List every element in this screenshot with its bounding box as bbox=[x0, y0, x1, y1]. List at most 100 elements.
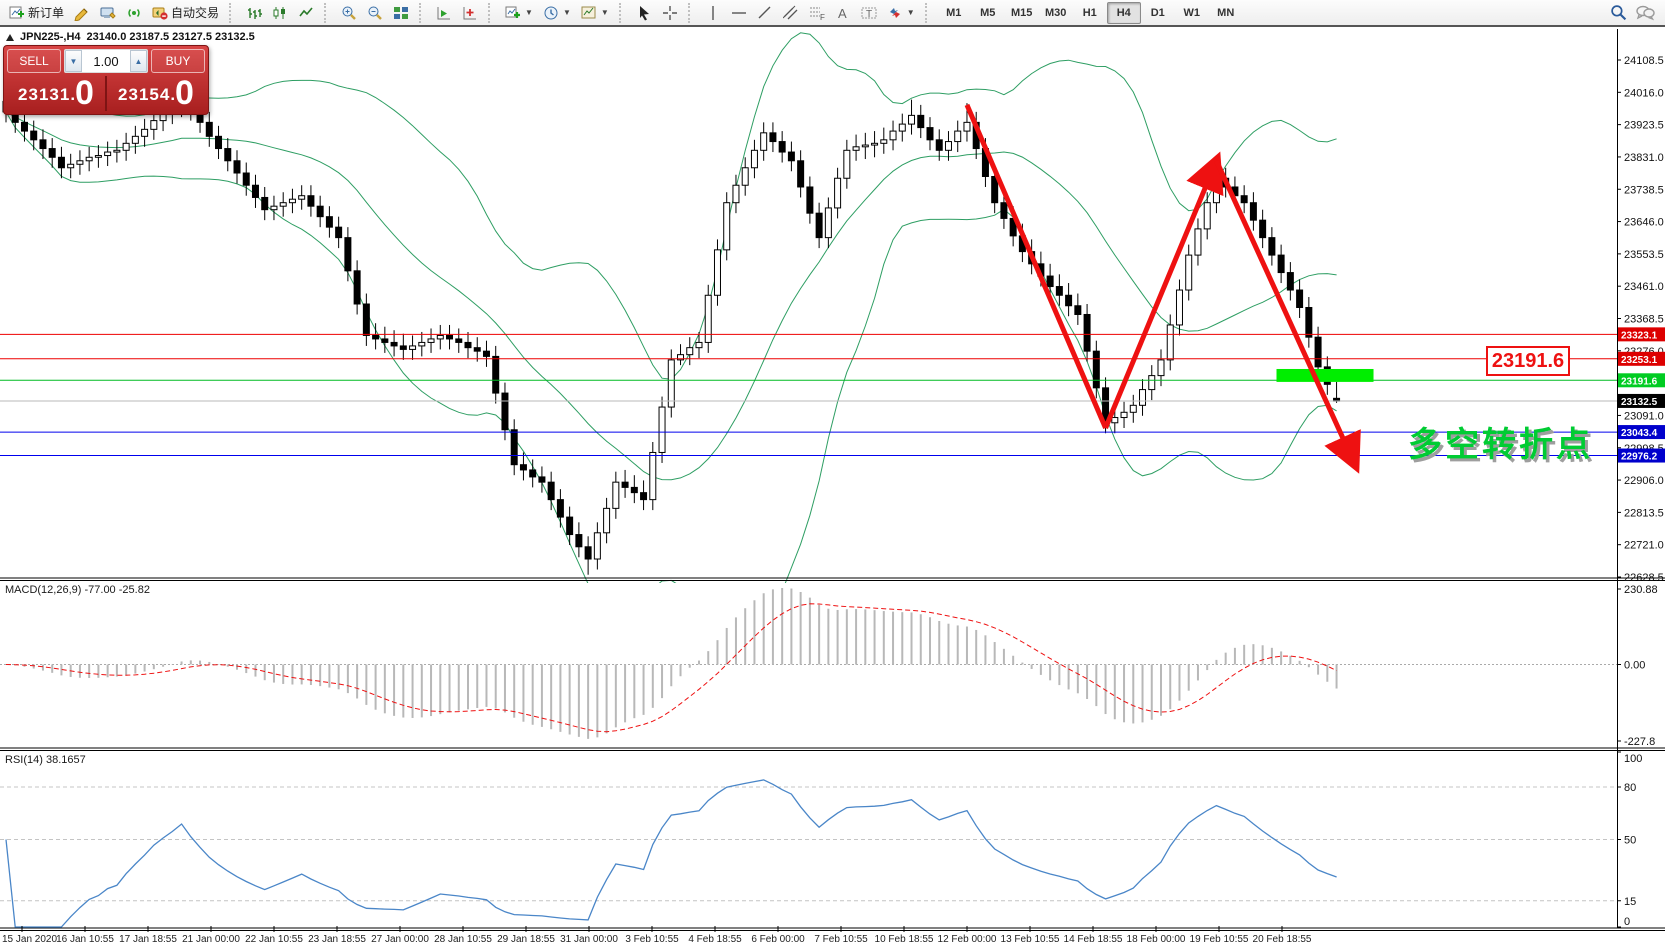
volume-down-button[interactable]: ▼ bbox=[65, 50, 82, 72]
indicators-icon bbox=[505, 6, 521, 18]
svg-text:22 Jan 10:55: 22 Jan 10:55 bbox=[245, 934, 303, 945]
timeframe-w1[interactable]: W1 bbox=[1183, 6, 1200, 19]
buy-button[interactable]: BUY bbox=[151, 49, 205, 73]
zoom-in-icon bbox=[342, 6, 356, 20]
chat-icon[interactable] bbox=[1635, 5, 1655, 21]
auto-scroll-button[interactable] bbox=[431, 1, 457, 25]
svg-text:230.88: 230.88 bbox=[1624, 584, 1658, 596]
volume-value[interactable]: 1.00 bbox=[93, 53, 119, 69]
chart-canvas[interactable]: 24108.5 24016.0 23923.5 23831.0 23738.5 23646… bbox=[0, 27, 1665, 945]
styler-button[interactable] bbox=[69, 1, 95, 25]
templates-icon bbox=[581, 6, 596, 18]
new-order-button[interactable]: 新订单 bbox=[4, 1, 69, 25]
zoom-in-button[interactable] bbox=[336, 1, 362, 25]
svg-text:21 Jan 00:00: 21 Jan 00:00 bbox=[182, 934, 240, 945]
chart-shift-button[interactable] bbox=[457, 1, 483, 25]
sell-price-button[interactable]: 23131. 0 bbox=[7, 76, 105, 111]
timeframe-m15[interactable]: M15 bbox=[1011, 6, 1033, 19]
metaeditor-button[interactable] bbox=[95, 1, 121, 25]
svg-text:23091.0: 23091.0 bbox=[1624, 410, 1664, 422]
trendline-button[interactable] bbox=[752, 1, 778, 25]
macd-label: MACD(12,26,9) -77.00 -25.82 bbox=[5, 584, 150, 596]
toolbar-separator bbox=[924, 2, 934, 23]
price-badge-23253.1: 23253.1 bbox=[1618, 351, 1665, 366]
rsi-line bbox=[5, 779, 1337, 928]
one-click-trade-panel: SELL ▼ 1.00 ▲ BUY 23131. 0 23154. 0 bbox=[3, 45, 209, 115]
text-label-button[interactable]: T bbox=[856, 1, 882, 25]
svg-text:10 Feb 18:55: 10 Feb 18:55 bbox=[875, 934, 934, 945]
trend-arrow-2[interactable] bbox=[1103, 151, 1224, 429]
rsi-label: RSI(14) 38.1657 bbox=[5, 754, 86, 766]
sell-price: 23131 bbox=[18, 85, 71, 104]
equidistant-channel-button[interactable] bbox=[778, 1, 804, 25]
bar-chart-button[interactable] bbox=[241, 1, 267, 25]
candlestick-chart-button[interactable] bbox=[267, 1, 293, 25]
horizontal-line-button[interactable] bbox=[726, 1, 752, 25]
svg-text:0.00: 0.00 bbox=[1624, 660, 1645, 672]
text-button[interactable]: A bbox=[830, 1, 856, 25]
svg-text:23043.4: 23043.4 bbox=[1621, 428, 1658, 439]
candlestick-chart-icon bbox=[273, 6, 286, 19]
volume-up-button[interactable]: ▲ bbox=[130, 50, 147, 72]
symbol-info-bar: JPN225-,H4 23140.0 23187.5 23127.5 23132… bbox=[6, 31, 255, 43]
cursor-icon bbox=[639, 5, 649, 20]
periods-button[interactable]: ▼ bbox=[538, 1, 576, 25]
collapse-icon[interactable] bbox=[6, 33, 14, 41]
chinese-annotation[interactable]: 多空转折点 bbox=[1408, 426, 1593, 464]
svg-text:22906.0: 22906.0 bbox=[1624, 475, 1664, 487]
templates-button[interactable]: ▼ bbox=[576, 1, 614, 25]
timeframe-m5[interactable]: M5 bbox=[980, 6, 996, 19]
svg-text:22628.5: 22628.5 bbox=[1624, 572, 1664, 584]
svg-text:23923.5: 23923.5 bbox=[1624, 120, 1664, 132]
zoom-out-button[interactable] bbox=[362, 1, 388, 25]
symbol-title: JPN225-,H4 bbox=[20, 31, 81, 43]
svg-text:50: 50 bbox=[1624, 835, 1636, 847]
vertical-line-button[interactable] bbox=[700, 1, 726, 25]
timeframe-m30[interactable]: M30 bbox=[1045, 6, 1067, 19]
signals-button[interactable] bbox=[121, 1, 147, 25]
crosshair-button[interactable] bbox=[657, 1, 683, 25]
arrows-button[interactable]: ▼ bbox=[882, 1, 920, 25]
buy-price-button[interactable]: 23154. 0 bbox=[105, 76, 205, 111]
sell-button[interactable]: SELL bbox=[7, 49, 61, 73]
svg-text:15 Jan 2020: 15 Jan 2020 bbox=[2, 934, 57, 945]
svg-text:7 Feb 10:55: 7 Feb 10:55 bbox=[814, 934, 868, 945]
timeframe-h4[interactable]: H4 bbox=[1106, 1, 1141, 24]
cursor-button[interactable] bbox=[631, 1, 657, 25]
timeframe-d1[interactable]: D1 bbox=[1150, 6, 1165, 19]
svg-text:23461.0: 23461.0 bbox=[1624, 281, 1664, 293]
time-axis[interactable]: 15 Jan 2020 16 Jan 10:55 17 Jan 18:55 21 Ja… bbox=[2, 926, 1312, 945]
svg-text:28 Jan 10:55: 28 Jan 10:55 bbox=[434, 934, 492, 945]
svg-text:T: T bbox=[866, 9, 872, 20]
svg-text:14 Feb 18:55: 14 Feb 18:55 bbox=[1064, 934, 1123, 945]
svg-text:24108.5: 24108.5 bbox=[1624, 55, 1664, 67]
price-badge-23043.4: 23043.4 bbox=[1618, 425, 1665, 440]
tile-windows-icon bbox=[394, 6, 409, 19]
fibonacci-icon: F bbox=[809, 7, 825, 21]
timeframe-m1[interactable]: M1 bbox=[946, 6, 962, 19]
tile-windows-button[interactable] bbox=[388, 1, 414, 25]
svg-text:23132.5: 23132.5 bbox=[1621, 397, 1658, 408]
fibonacci-button[interactable]: F bbox=[804, 1, 830, 25]
price-callout-box[interactable]: 23191.6 bbox=[1486, 346, 1570, 376]
periods-icon bbox=[544, 6, 558, 19]
line-chart-button[interactable] bbox=[293, 1, 319, 25]
volume-stepper: ▼ 1.00 ▲ bbox=[64, 49, 148, 73]
highlight-rectangle[interactable] bbox=[1276, 368, 1374, 382]
svg-text:22813.5: 22813.5 bbox=[1624, 507, 1664, 519]
svg-text:23738.5: 23738.5 bbox=[1624, 184, 1664, 196]
autotrading-button[interactable]: 自动交易 bbox=[147, 1, 224, 25]
svg-text:27 Jan 00:00: 27 Jan 00:00 bbox=[371, 934, 429, 945]
line-chart-icon bbox=[299, 6, 313, 16]
svg-text:15: 15 bbox=[1624, 896, 1636, 908]
svg-text:F: F bbox=[820, 13, 825, 21]
trend-arrow-1[interactable] bbox=[964, 103, 1108, 429]
svg-text:23831.0: 23831.0 bbox=[1624, 152, 1664, 164]
trend-arrow-3[interactable] bbox=[1214, 159, 1361, 474]
indicators-button[interactable]: ▼ bbox=[500, 1, 538, 25]
search-icon[interactable] bbox=[1610, 4, 1627, 21]
timeframe-h1[interactable]: H1 bbox=[1082, 6, 1097, 19]
chevron-down-icon: ▼ bbox=[562, 8, 571, 17]
svg-text:19 Feb 10:55: 19 Feb 10:55 bbox=[1190, 934, 1249, 945]
timeframe-mn[interactable]: MN bbox=[1217, 6, 1235, 19]
